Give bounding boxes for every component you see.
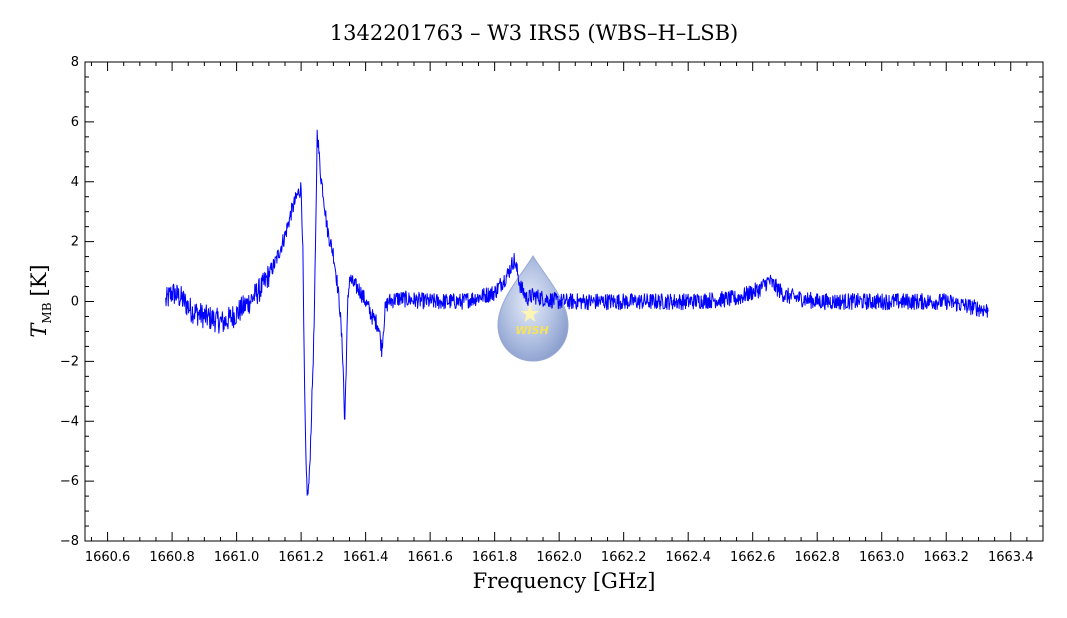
x-tick-label: 1662.8 <box>794 550 840 565</box>
x-tick-label: 1663.2 <box>923 550 969 565</box>
star-icon <box>521 304 539 322</box>
y-axis-label: TMB [K] <box>27 264 54 337</box>
y-tick-label: −4 <box>60 414 79 429</box>
x-tick-label: 1661.6 <box>407 550 453 565</box>
x-tick-label: 1663.4 <box>988 550 1034 565</box>
x-tick-label: 1662.4 <box>665 550 711 565</box>
x-axis-label: Frequency [GHz] <box>473 569 656 593</box>
y-axis-symbol: T <box>27 322 51 338</box>
y-axis-subscript: MB <box>40 302 54 323</box>
spectrum-line <box>165 129 989 496</box>
x-tick-label: 1661.8 <box>472 550 518 565</box>
x-tick-label: 1662.0 <box>536 550 582 565</box>
water-drop-icon <box>497 255 569 362</box>
y-tick-label: −6 <box>60 474 79 489</box>
y-tick-label: 6 <box>71 115 79 130</box>
x-tick-label: 1662.2 <box>601 550 647 565</box>
chart-title: 1342201763 – W3 IRS5 (WBS–H–LSB) <box>330 21 738 45</box>
y-tick-label: 8 <box>71 55 79 70</box>
x-tick-label: 1663.0 <box>859 550 905 565</box>
y-tick-label: −8 <box>60 534 79 549</box>
wish-logo: WISH <box>497 255 569 362</box>
x-tick-label: 1660.8 <box>149 550 195 565</box>
x-tick-label: 1661.4 <box>343 550 389 565</box>
x-tick-label: 1662.6 <box>730 550 776 565</box>
y-tick-label: −2 <box>60 354 79 369</box>
plot-area <box>165 129 989 496</box>
y-tick-label: 4 <box>71 175 79 190</box>
x-tick-label: 1661.2 <box>278 550 324 565</box>
y-tick-label: 2 <box>71 235 79 250</box>
y-tick-label: 0 <box>71 295 79 310</box>
logo-text: WISH <box>515 324 548 337</box>
axis-ticks: 1660.6 1660.8 1661.0 1661.2 1661.4 1661.6 1661… <box>60 55 1044 565</box>
y-axis-unit: [K] <box>27 264 51 296</box>
x-tick-label: 1660.6 <box>85 550 131 565</box>
x-tick-label: 1661.0 <box>214 550 260 565</box>
